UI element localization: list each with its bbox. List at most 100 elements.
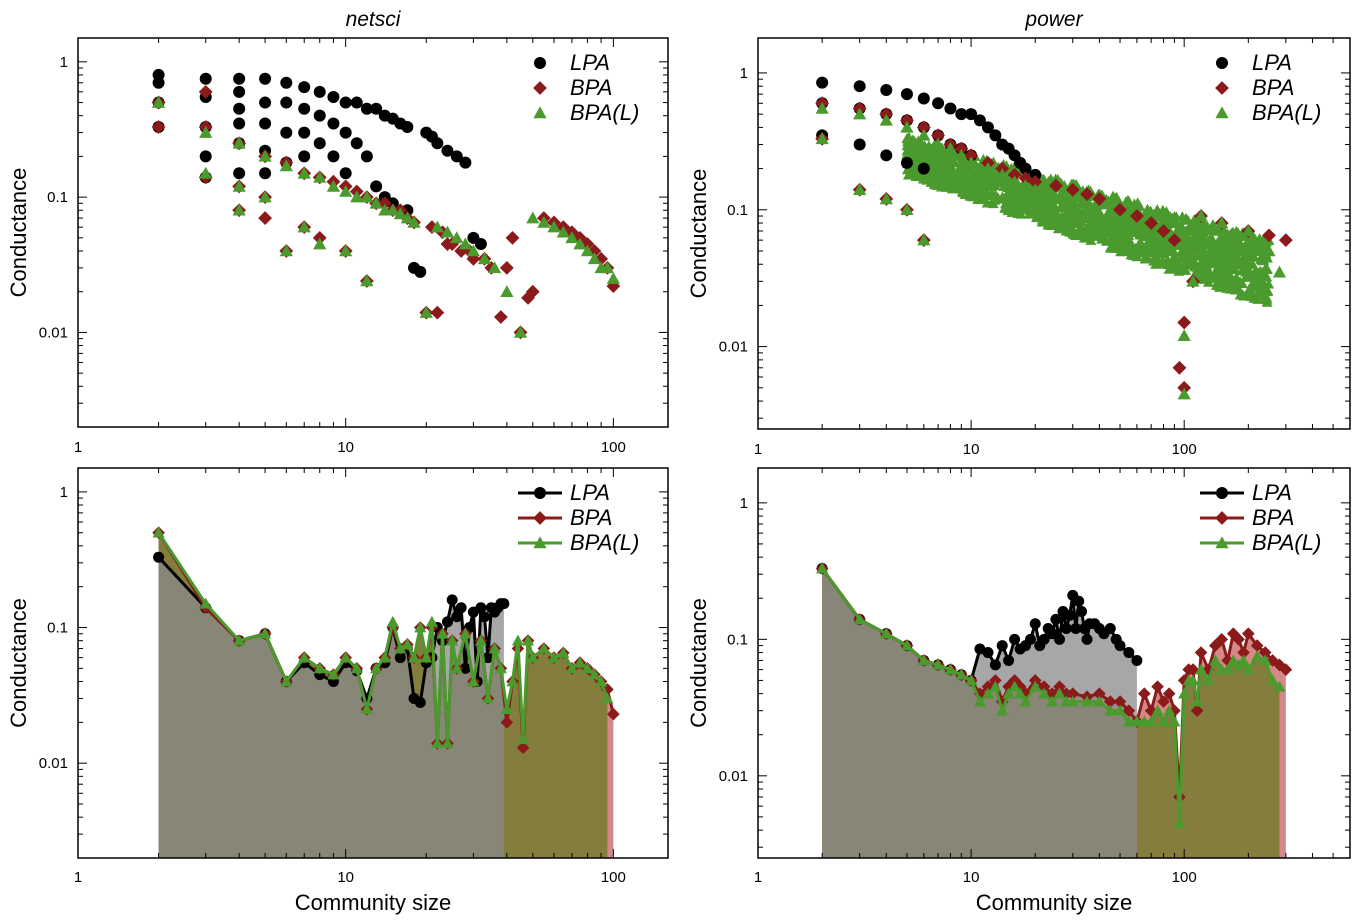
data-point [1221, 654, 1235, 667]
data-point [1065, 182, 1080, 197]
cloud-point [1244, 240, 1256, 251]
legend-marker [1216, 487, 1228, 499]
data-point [151, 95, 166, 108]
x-axis-label: Community size [976, 890, 1132, 915]
data-point [152, 526, 165, 538]
data-point [313, 237, 327, 250]
cloud-point [1160, 216, 1172, 226]
data-point [441, 616, 453, 628]
cloud-point [1201, 224, 1213, 235]
data-point [1167, 233, 1182, 248]
x-tick-label: 100 [601, 439, 626, 456]
cloud-point [1259, 238, 1271, 249]
cloud-point [1234, 276, 1246, 287]
data-point [954, 141, 969, 156]
data-point [1144, 216, 1159, 230]
cloud-point [1108, 225, 1120, 235]
data-point [233, 85, 246, 98]
data-point [1048, 178, 1063, 193]
x-tick-label: 1 [74, 439, 82, 456]
data-point [482, 652, 494, 664]
cloud-point [1227, 234, 1239, 245]
data-point [853, 138, 866, 151]
cloud-point [910, 171, 922, 181]
data-point [1194, 646, 1208, 659]
data-point [378, 651, 391, 663]
data-point [573, 237, 587, 250]
cloud-point [1104, 242, 1116, 253]
data-point [955, 668, 968, 680]
y-tick-label: 0.01 [39, 324, 68, 341]
cloud-point [1088, 230, 1100, 241]
cloud-point [1131, 198, 1143, 209]
data-point [500, 285, 514, 297]
cloud-point [1194, 240, 1206, 251]
data-point [1050, 613, 1062, 625]
data-point [298, 651, 311, 663]
data-point [1066, 197, 1080, 210]
data-point [407, 215, 421, 228]
cloud-point [1122, 194, 1134, 205]
cloud-point [1031, 198, 1043, 209]
data-point [521, 290, 535, 305]
data-point [313, 170, 327, 183]
plot-frame [77, 37, 669, 428]
cloud-point [1176, 226, 1188, 237]
data-point [1177, 387, 1191, 400]
cloud-point [1260, 262, 1272, 273]
cloud-point [935, 159, 947, 170]
legend-marker [534, 57, 546, 69]
cloud-point [1119, 241, 1131, 252]
data-point [516, 741, 530, 755]
plot-area [815, 76, 1293, 400]
data-point [450, 150, 463, 163]
cloud-point [1106, 197, 1118, 208]
cloud-point [1093, 221, 1105, 232]
cloud-point [947, 164, 959, 175]
data-point [259, 117, 272, 130]
data-point [455, 602, 467, 614]
cloud-point [1096, 233, 1108, 244]
cloud-point [1081, 211, 1093, 222]
cloud-point [997, 175, 1009, 186]
cloud-point [1183, 250, 1195, 261]
cloud-point [1200, 235, 1212, 245]
plot-frame [757, 467, 1351, 859]
cloud-point [1258, 254, 1270, 265]
cloud-point [1240, 266, 1252, 277]
data-point [981, 687, 995, 699]
data-point [446, 594, 458, 606]
data-point [547, 651, 561, 663]
data-point [499, 260, 514, 275]
cloud-point [1213, 235, 1225, 245]
data-point [580, 244, 595, 257]
data-point [1156, 244, 1171, 257]
data-point [1137, 687, 1151, 700]
data-point [297, 220, 311, 233]
legend-label: BPA(L) [1252, 530, 1321, 555]
legend-marker [1215, 81, 1229, 95]
data-point [280, 675, 293, 687]
cloud-point [1178, 262, 1190, 273]
legend-marker [533, 81, 547, 95]
data-point [526, 211, 540, 224]
data-point [430, 220, 444, 233]
data-point [1151, 704, 1164, 716]
cloud-point [1100, 218, 1112, 229]
data-point [537, 642, 550, 654]
data-point [900, 639, 913, 651]
data-point [1262, 244, 1276, 257]
data-point [1029, 168, 1042, 181]
legend-marker [533, 106, 547, 119]
cloud-point [1049, 206, 1061, 217]
netsci-line-panel: Conductance Community size 1 10 100 0.01 0.1 1 L… [6, 467, 669, 915]
data-point [1113, 216, 1127, 229]
data-point [350, 96, 363, 109]
data-point [280, 96, 293, 109]
data-point [932, 658, 945, 670]
data-point [1092, 192, 1107, 206]
data-point [989, 129, 1002, 142]
data-point [964, 148, 978, 163]
